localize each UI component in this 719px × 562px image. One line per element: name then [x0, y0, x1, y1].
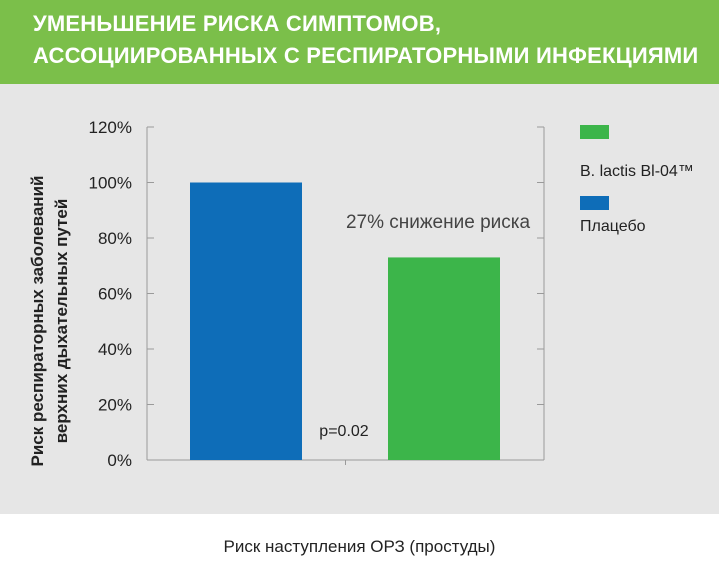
- legend-swatch-placebo: [580, 196, 609, 210]
- legend-swatch-probiotic: [580, 125, 609, 139]
- x-axis-label: Риск наступления ОРЗ (простуды): [223, 537, 496, 556]
- chart-bars: [190, 182, 500, 460]
- legend-label-probiotic: B. lactis Bl-04™: [580, 163, 694, 180]
- p-value-annotation: p=0.02: [319, 423, 368, 440]
- chart-legend: B. lactis Bl-04™ Плацебо: [580, 125, 694, 235]
- y-tick-label: 40%: [98, 340, 132, 359]
- y-axis-label-line-2: верхних дыхательных путей: [52, 198, 71, 444]
- y-tick-label: 60%: [98, 285, 132, 304]
- y-axis-label-line-1: Риск респираторных заболеваний: [28, 175, 47, 467]
- reduction-annotation: 27% снижение риска: [346, 212, 531, 233]
- title-line-2: АССОЦИИРОВАННЫХ С РЕСПИРАТОРНЫМИ ИНФЕКЦИ…: [33, 43, 699, 68]
- title-line-1: УМЕНЬШЕНИЕ РИСКА СИМПТОМОВ,: [33, 11, 442, 36]
- legend-label-placebo: Плацебо: [580, 218, 646, 235]
- y-tick-label: 100%: [89, 174, 132, 193]
- chart-labels: 0% 20% 40% 60% 80% 100% 120% 27% снижение риска…: [89, 118, 531, 470]
- header-banner: УМЕНЬШЕНИЕ РИСКА СИМПТОМОВ, АССОЦИИРОВАН…: [0, 0, 719, 84]
- bar-probiotic: [388, 257, 500, 460]
- y-axis-label: Риск респираторных заболеваний верхних д…: [20, 166, 80, 476]
- y-tick-label: 120%: [89, 118, 132, 137]
- y-tick-label: 0%: [107, 451, 132, 470]
- chart-panel: [0, 84, 719, 514]
- y-tick-label: 80%: [98, 229, 132, 248]
- bar-placebo: [190, 182, 302, 460]
- y-tick-label: 20%: [98, 396, 132, 415]
